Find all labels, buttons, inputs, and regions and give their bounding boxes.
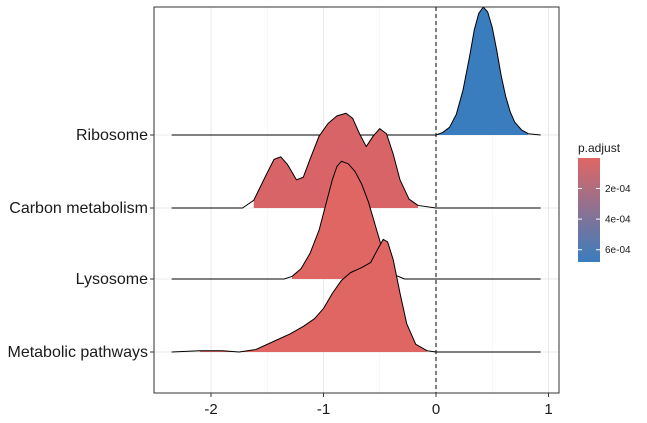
x-tick-label: 0 xyxy=(432,401,440,418)
ridge-outline xyxy=(171,6,541,136)
ridge-fill xyxy=(292,161,396,279)
x-tick-label: -1 xyxy=(317,401,330,418)
legend-label: 2e-04 xyxy=(605,184,631,195)
legend: p.adjust 2e-04 4e-04 6e-04 xyxy=(578,141,631,262)
ridge-carbon-metabolism xyxy=(171,112,541,209)
ridge-ribosome xyxy=(171,6,541,136)
y-tick-label: Ribosome xyxy=(76,127,148,144)
ridge-outline xyxy=(171,112,541,209)
ridge-fill xyxy=(199,239,427,352)
ridge-metabolic-pathways xyxy=(171,238,541,353)
legend-title: p.adjust xyxy=(578,141,621,155)
ridges xyxy=(171,6,541,353)
legend-label: 6e-04 xyxy=(605,245,631,256)
ridge-outline xyxy=(171,238,541,353)
legend-label: 4e-04 xyxy=(605,215,631,226)
y-tick-label: Metabolic pathways xyxy=(7,344,148,361)
legend-colorbar xyxy=(578,158,600,262)
y-tick-label: Lysosome xyxy=(76,271,148,288)
x-tick-label: 1 xyxy=(544,401,552,418)
y-tick-label: Carbon metabolism xyxy=(9,200,148,217)
ridge-fill xyxy=(253,113,418,208)
x-axis: -2 -1 0 1 xyxy=(204,393,553,418)
plot-border xyxy=(153,6,560,394)
x-tick-label: -2 xyxy=(204,401,217,418)
ridge-fill xyxy=(436,7,529,135)
y-axis: Ribosome Carbon metabolism Lysosome Metabol… xyxy=(7,127,154,361)
